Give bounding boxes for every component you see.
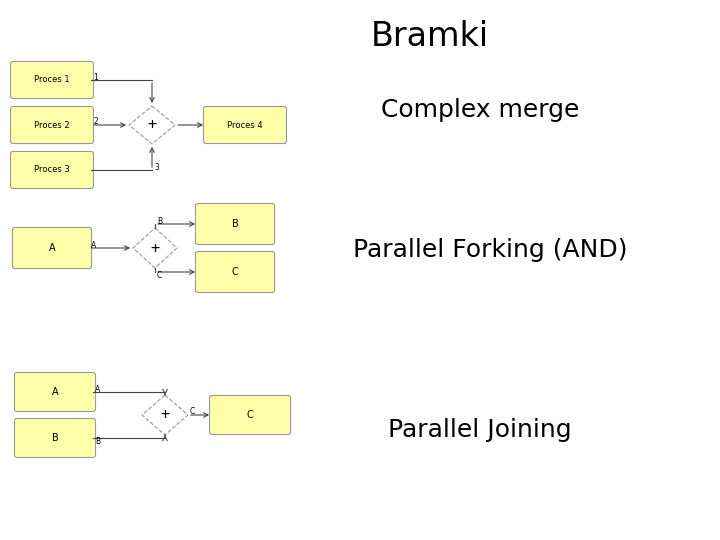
Text: A: A [95, 384, 100, 394]
Text: Proces 1: Proces 1 [34, 76, 70, 84]
Text: 2: 2 [93, 118, 98, 126]
Text: C: C [232, 267, 238, 277]
FancyBboxPatch shape [196, 204, 274, 245]
Text: Proces 3: Proces 3 [34, 165, 70, 174]
Text: A: A [49, 243, 55, 253]
Text: Parallel Joining: Parallel Joining [388, 418, 572, 442]
Text: C: C [190, 408, 195, 416]
Text: Proces 4: Proces 4 [228, 120, 263, 130]
Text: B: B [95, 437, 100, 447]
Text: Proces 2: Proces 2 [34, 120, 70, 130]
Polygon shape [142, 395, 188, 435]
Polygon shape [129, 106, 175, 144]
Text: B: B [232, 219, 238, 229]
FancyBboxPatch shape [14, 418, 96, 457]
Polygon shape [133, 228, 177, 268]
FancyBboxPatch shape [14, 373, 96, 411]
FancyBboxPatch shape [204, 106, 287, 144]
Text: Parallel Forking (AND): Parallel Forking (AND) [353, 238, 627, 262]
FancyBboxPatch shape [11, 62, 94, 98]
Text: 3: 3 [154, 163, 159, 172]
Text: A: A [91, 240, 96, 249]
FancyBboxPatch shape [11, 106, 94, 144]
Text: A: A [52, 387, 58, 397]
Text: Complex merge: Complex merge [381, 98, 579, 122]
Text: +: + [148, 118, 156, 132]
Text: C: C [157, 272, 162, 280]
Text: B: B [157, 217, 162, 226]
Text: Bramki: Bramki [371, 20, 489, 53]
Text: +: + [150, 240, 160, 255]
Text: +: + [161, 408, 170, 422]
Text: C: C [247, 410, 253, 420]
Text: 1: 1 [93, 72, 98, 82]
FancyBboxPatch shape [11, 152, 94, 188]
Text: B: B [52, 433, 58, 443]
FancyBboxPatch shape [210, 395, 290, 435]
FancyBboxPatch shape [196, 252, 274, 293]
FancyBboxPatch shape [12, 227, 91, 268]
